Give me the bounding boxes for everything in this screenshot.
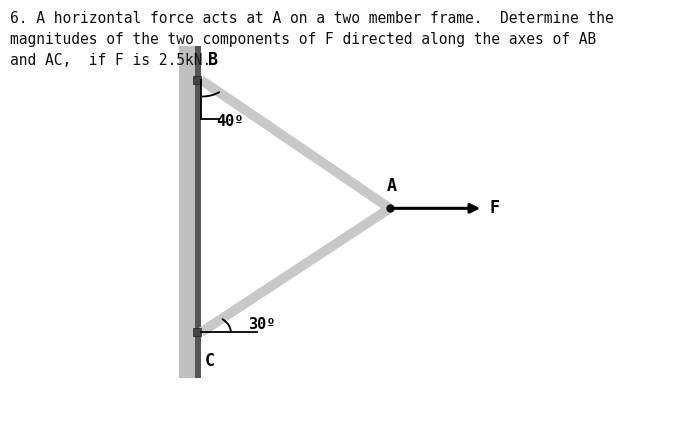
Bar <box>195 46 201 378</box>
Text: A: A <box>386 178 396 195</box>
Text: C: C <box>205 352 215 369</box>
Text: 30º: 30º <box>248 317 276 332</box>
Bar <box>193 76 201 84</box>
Text: F: F <box>490 199 500 217</box>
Bar <box>193 328 201 336</box>
Text: 40º: 40º <box>217 114 244 129</box>
Text: B: B <box>208 52 218 69</box>
Bar <box>179 46 201 378</box>
Text: 6. A horizontal force acts at A on a two member frame.  Determine the
magnitudes: 6. A horizontal force acts at A on a two… <box>10 11 614 68</box>
